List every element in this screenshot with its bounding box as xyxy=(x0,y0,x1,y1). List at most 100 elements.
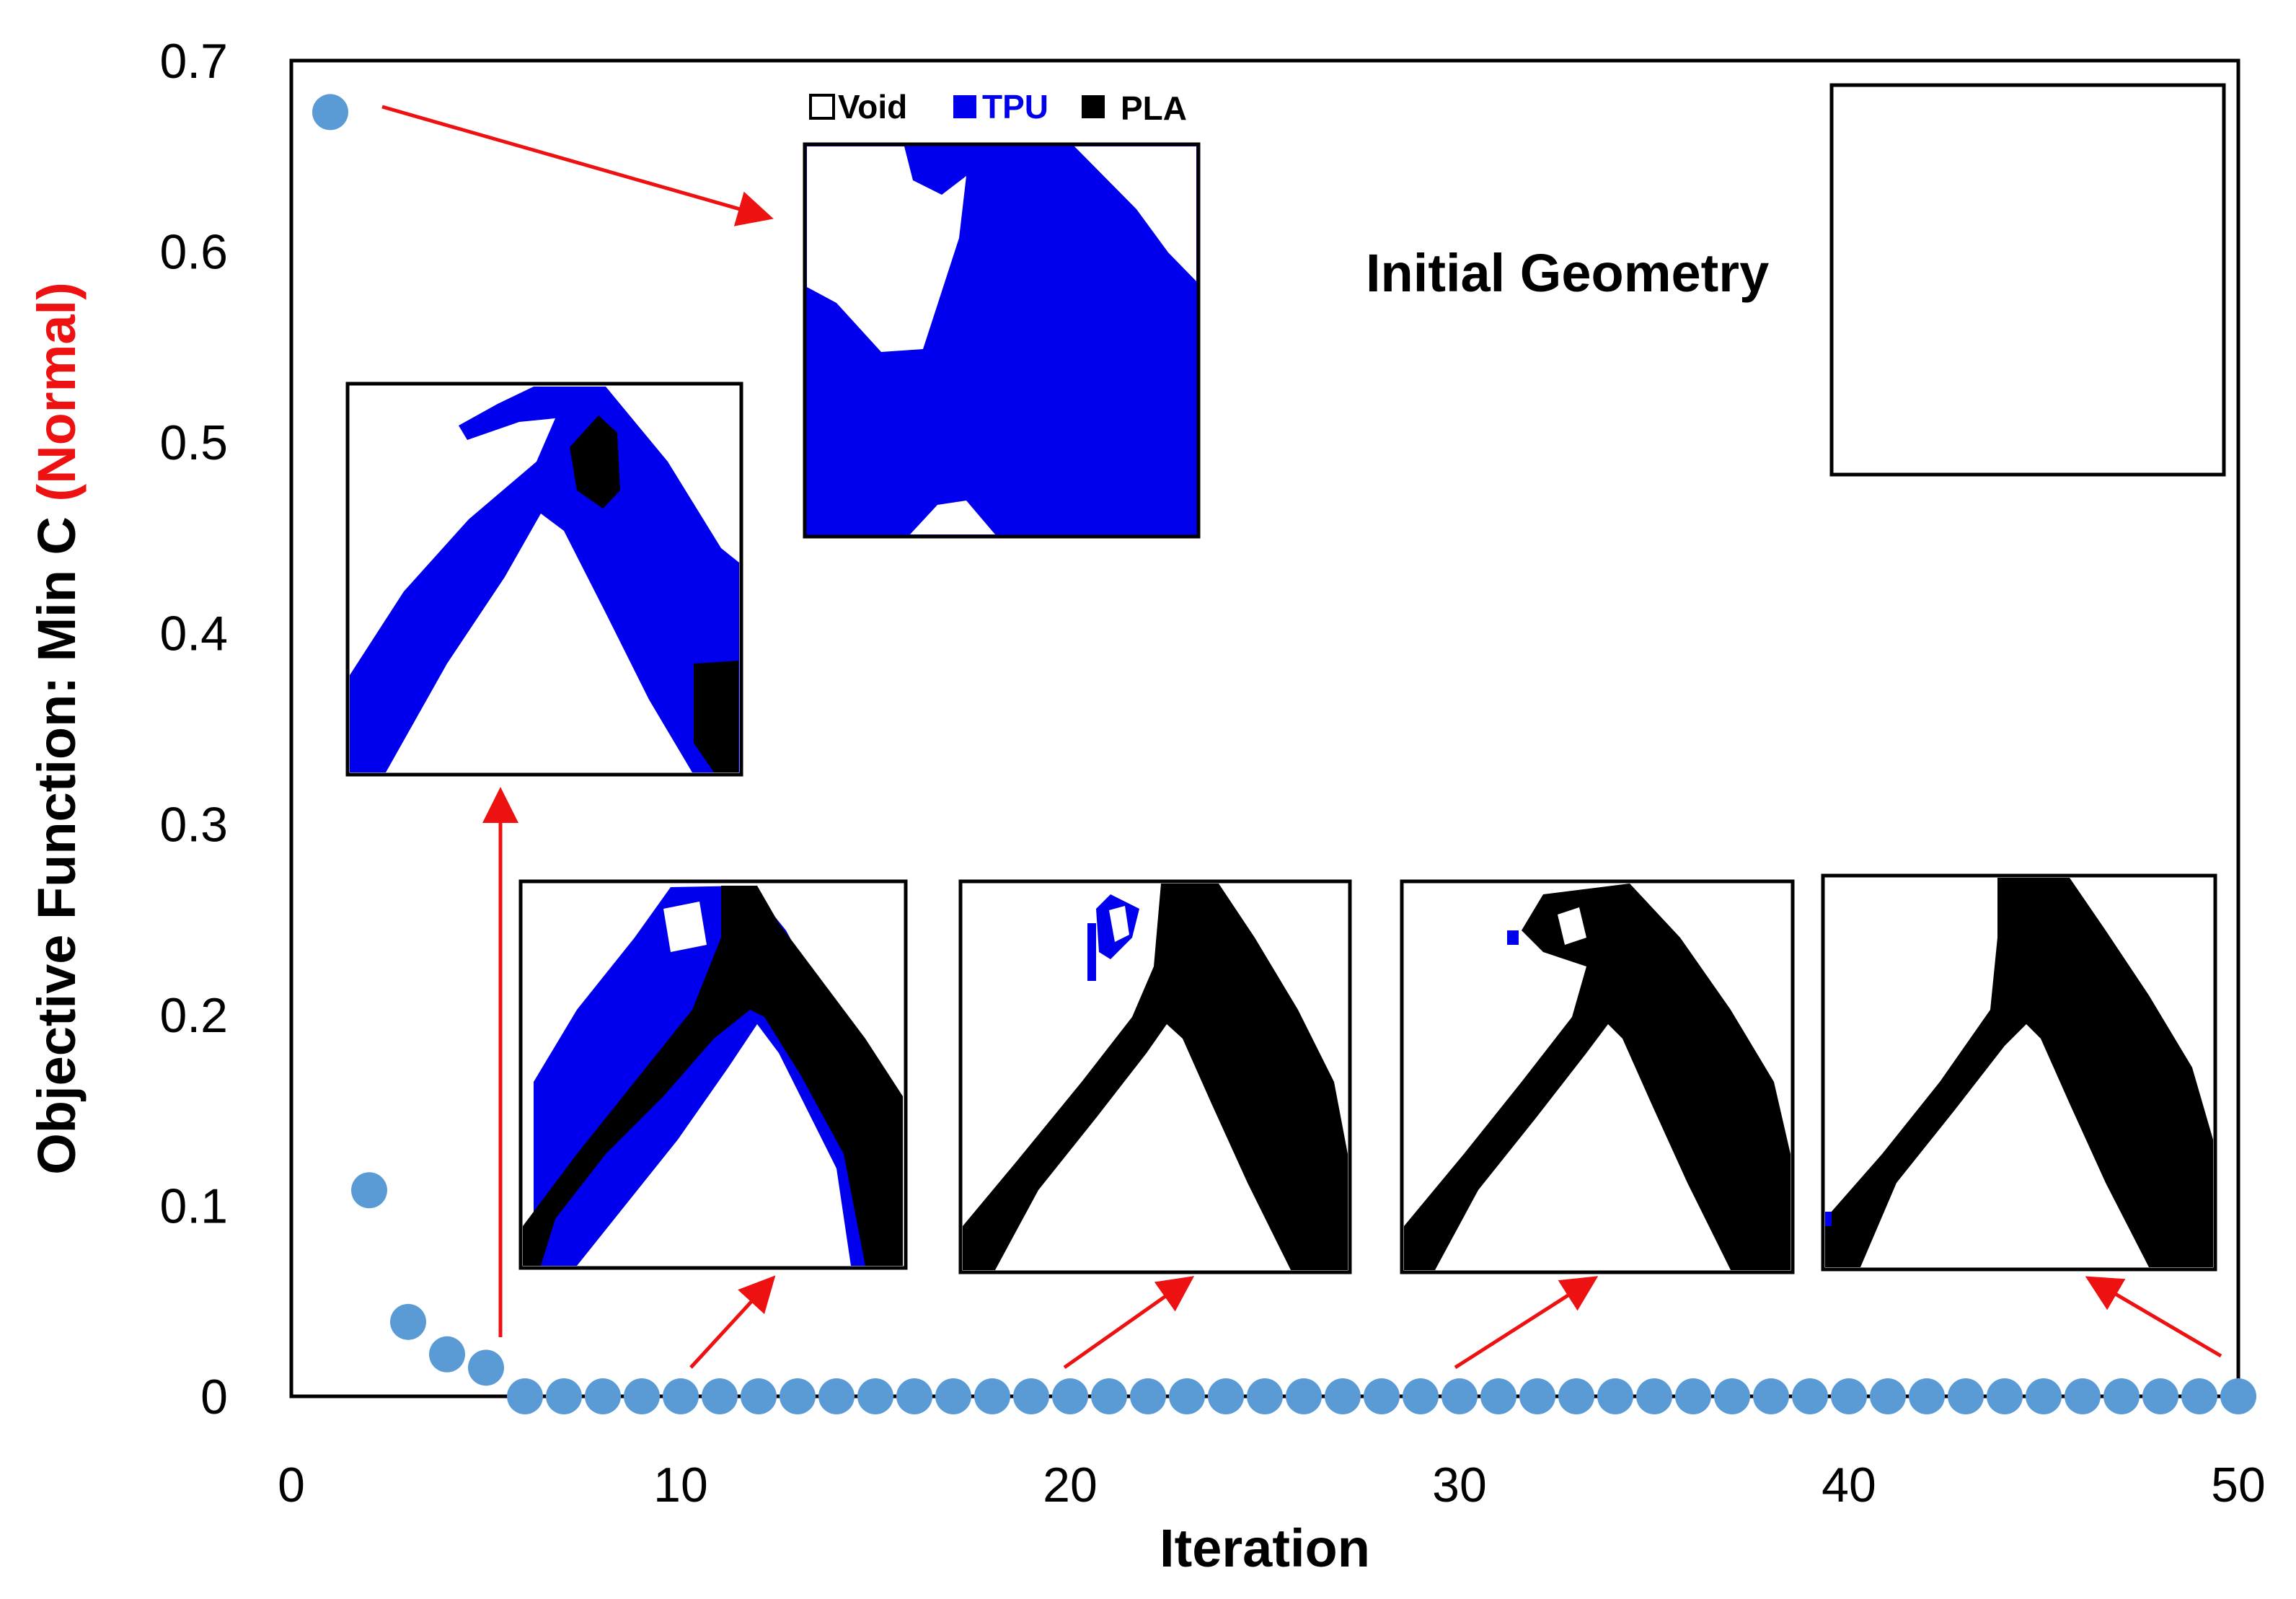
data-point xyxy=(1636,1378,1672,1414)
void-hole xyxy=(1558,907,1586,945)
data-point xyxy=(1948,1378,1984,1414)
pla-arch xyxy=(523,886,903,1266)
pla-patch-right xyxy=(694,661,738,772)
legend-label-void: Void xyxy=(838,88,907,125)
data-point xyxy=(896,1378,932,1414)
y-tick-label: 0.2 xyxy=(159,988,228,1043)
data-point xyxy=(1909,1378,1945,1414)
data-point xyxy=(1247,1378,1283,1414)
data-point xyxy=(935,1378,971,1414)
data-point xyxy=(1987,1378,2023,1414)
data-point xyxy=(1558,1378,1594,1414)
data-point xyxy=(857,1378,893,1414)
legend: Void TPU PLA xyxy=(809,88,1187,127)
initial-geometry-inset xyxy=(1829,83,2226,477)
x-tick-label: 20 xyxy=(1043,1458,1098,1512)
data-point xyxy=(1130,1378,1166,1414)
x-tick-label: 50 xyxy=(2211,1458,2266,1512)
data-point xyxy=(818,1378,855,1414)
tpu-edge-left xyxy=(1825,1212,1832,1226)
data-point xyxy=(585,1378,621,1414)
data-point xyxy=(312,94,348,131)
x-tick-label: 10 xyxy=(653,1458,708,1512)
void-hole xyxy=(1109,906,1129,942)
tpu-edge xyxy=(1507,930,1519,945)
data-point xyxy=(2220,1378,2256,1414)
topology-inset-iter33 xyxy=(1400,879,1795,1274)
x-axis-ticks: 0 10 20 30 40 50 xyxy=(278,1458,2266,1512)
data-point xyxy=(974,1378,1010,1414)
topology-inset-iter1 xyxy=(803,142,1201,539)
data-point xyxy=(351,1172,387,1209)
legend-swatch-tpu xyxy=(953,95,976,118)
legend-swatch-void xyxy=(809,94,835,120)
x-tick-label: 0 xyxy=(278,1458,305,1512)
y-tick-label: 0.6 xyxy=(159,225,228,280)
data-point xyxy=(1831,1378,1867,1414)
data-point xyxy=(546,1378,582,1414)
data-point xyxy=(624,1378,660,1414)
data-point xyxy=(468,1349,504,1386)
data-point xyxy=(1675,1378,1711,1414)
data-point xyxy=(702,1378,738,1414)
data-point xyxy=(1441,1378,1478,1414)
data-point xyxy=(1597,1378,1633,1414)
x-axis-title: Iteration xyxy=(1160,1518,1370,1578)
pla-arch xyxy=(1404,884,1791,1270)
annotation-arrows xyxy=(381,105,2222,1370)
x-tick-label: 40 xyxy=(1822,1458,1876,1512)
topology-inset-iter21 xyxy=(958,879,1352,1274)
data-point xyxy=(2065,1378,2101,1414)
y-tick-label: 0 xyxy=(200,1370,228,1424)
data-point xyxy=(1091,1378,1127,1414)
data-point xyxy=(1325,1378,1361,1414)
data-point xyxy=(507,1378,543,1414)
arrow-to-iter33 xyxy=(1454,1276,1599,1370)
arrow-to-iter11 xyxy=(689,1275,776,1369)
arrow-to-iter21 xyxy=(1063,1276,1195,1370)
y-tick-label: 0.7 xyxy=(159,34,228,89)
y-axis-title: Objective Function: Min C (Normal) xyxy=(27,282,87,1175)
y-tick-label: 0.3 xyxy=(159,797,228,852)
pla-patch-top xyxy=(570,415,620,508)
legend-swatch-pla xyxy=(1082,95,1105,118)
topology-inset-iter46 xyxy=(1821,873,2217,1272)
void-region-top-left xyxy=(807,146,966,352)
data-point xyxy=(1052,1378,1088,1414)
data-point xyxy=(1286,1378,1322,1414)
data-point xyxy=(780,1378,816,1414)
data-point xyxy=(1169,1378,1205,1414)
y-axis-title-emphasis: (Normal) xyxy=(27,282,87,501)
pla-arch xyxy=(963,884,1348,1270)
y-tick-label: 0.1 xyxy=(159,1179,228,1233)
data-point xyxy=(1480,1378,1516,1414)
data-point xyxy=(1364,1378,1400,1414)
data-point xyxy=(1870,1378,1906,1414)
data-point xyxy=(1519,1378,1555,1414)
topology-inset-iter11 xyxy=(518,879,908,1270)
data-point xyxy=(741,1378,777,1414)
void-hole xyxy=(663,902,707,952)
data-point xyxy=(2142,1378,2178,1414)
data-point xyxy=(1753,1378,1789,1414)
data-point xyxy=(390,1303,426,1340)
legend-label-tpu: TPU xyxy=(982,88,1048,125)
y-tick-label: 0.4 xyxy=(159,607,228,661)
data-point xyxy=(429,1336,465,1373)
y-axis-title-main: Objective Function: Min C xyxy=(27,502,87,1175)
pla-arch xyxy=(1825,878,2213,1267)
initial-geometry-label: Initial Geometry xyxy=(1366,243,1769,303)
data-point xyxy=(1403,1378,1439,1414)
void-region-top-right xyxy=(1074,146,1196,281)
data-point xyxy=(2026,1378,2062,1414)
data-point xyxy=(2181,1378,2217,1414)
y-axis-ticks: 0 0.1 0.2 0.3 0.4 0.5 0.6 0.7 xyxy=(159,34,228,1424)
y-tick-label: 0.5 xyxy=(159,415,228,470)
data-point xyxy=(1792,1378,1828,1414)
series-points xyxy=(312,94,2256,1414)
data-point xyxy=(663,1378,699,1414)
tpu-arch xyxy=(350,387,739,772)
topology-inset-iter5 xyxy=(345,382,743,777)
x-tick-label: 30 xyxy=(1432,1458,1487,1512)
